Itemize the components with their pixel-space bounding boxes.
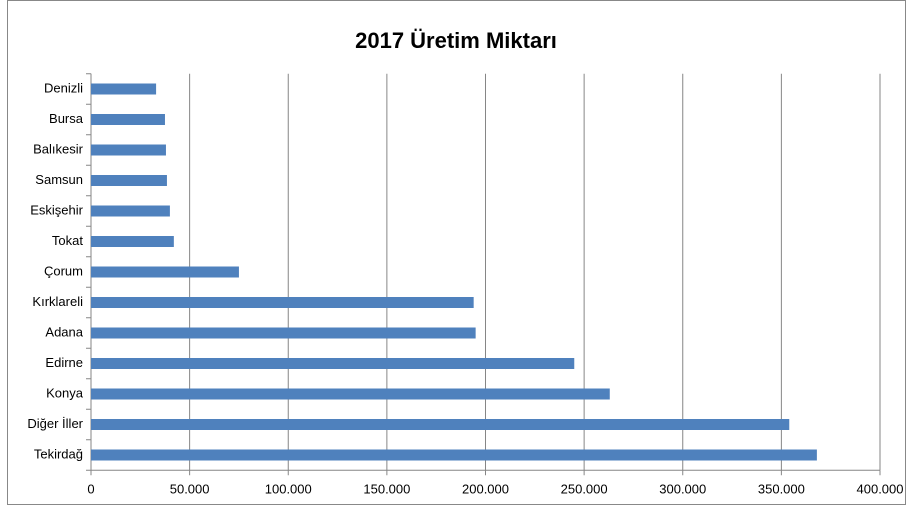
bar — [91, 297, 474, 308]
bar — [91, 266, 239, 278]
x-tick-label: 50.000 — [170, 482, 210, 497]
x-tick-label: 250.000 — [561, 482, 608, 497]
x-tick-label: 150.000 — [363, 482, 410, 497]
bar — [91, 327, 476, 339]
bar — [91, 144, 166, 156]
x-tick-label: 100.000 — [265, 482, 312, 497]
bar — [91, 205, 170, 217]
bar — [91, 388, 610, 400]
x-tick-label: 300.000 — [659, 482, 706, 497]
bar — [91, 114, 165, 125]
y-tick-label: Tekirdağ — [34, 446, 83, 461]
y-tick-label: Adana — [45, 324, 83, 339]
bar — [91, 236, 174, 247]
x-tick-label: 200.000 — [462, 482, 509, 497]
y-tick-label: Edirne — [45, 355, 83, 370]
chart-title: 2017 Üretim Miktarı — [355, 28, 557, 53]
y-tick-label: Kırklareli — [32, 294, 83, 309]
y-tick-label: Eskişehir — [30, 202, 83, 217]
x-tick-label: 350.000 — [758, 482, 805, 497]
y-tick-label: Tokat — [52, 233, 83, 248]
y-tick-label: Balıkesir — [33, 141, 84, 156]
bar — [91, 175, 167, 186]
x-tick-label: 0 — [87, 482, 94, 497]
bar — [91, 419, 790, 430]
y-tick-label: Samsun — [35, 172, 83, 187]
y-tick-label: Konya — [46, 385, 84, 400]
bar — [91, 449, 817, 461]
bar — [91, 358, 575, 369]
y-tick-label: Denizli — [44, 80, 83, 95]
x-tick-label: 400.000 — [857, 482, 904, 497]
y-tick-label: Diğer İller — [27, 416, 83, 431]
y-tick-label: Çorum — [44, 263, 83, 278]
bar — [91, 83, 157, 95]
y-tick-label: Bursa — [49, 111, 84, 126]
